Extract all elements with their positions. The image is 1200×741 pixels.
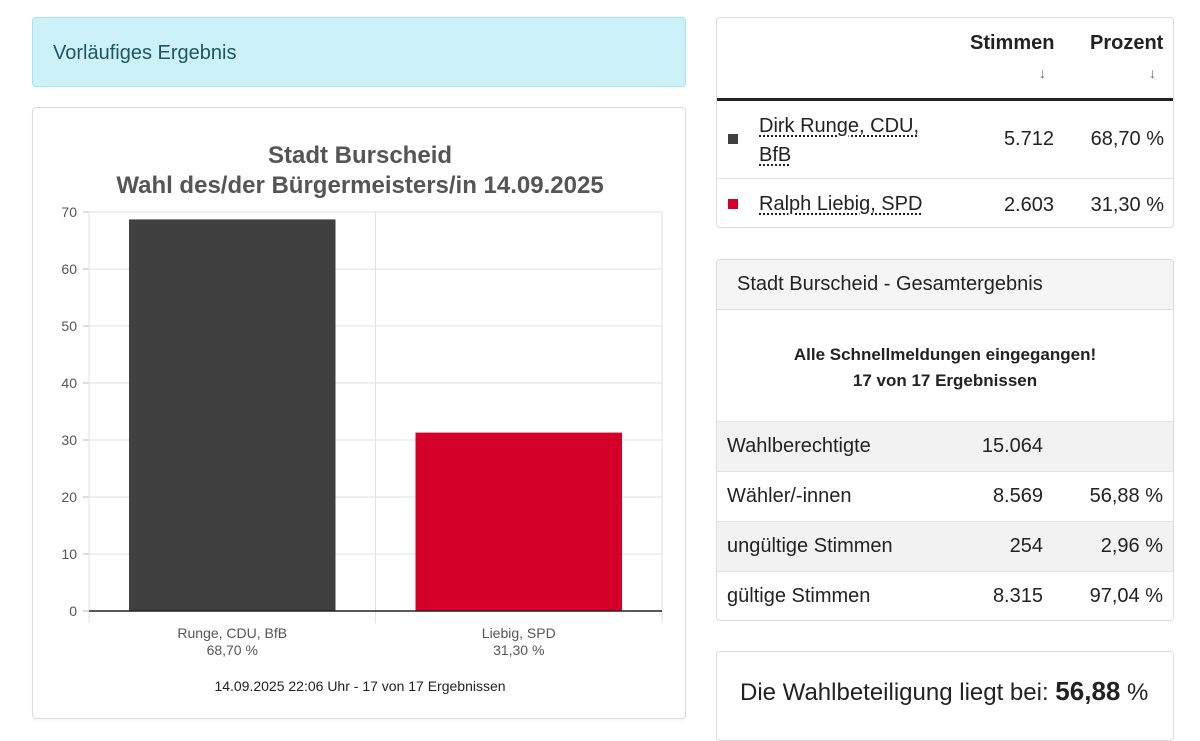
stats-value: 15.064 bbox=[981, 435, 1043, 457]
candidate-percent: 68,70 % bbox=[1090, 128, 1164, 150]
stats-label: Wahlberechtigte bbox=[727, 435, 871, 457]
result-status-alert: Vorläufiges Ergebnis bbox=[32, 17, 686, 87]
y-tick-label: 20 bbox=[61, 489, 77, 505]
turnout-panel: Die Wahlbeteiligung liegt bei: 56,88 % bbox=[716, 651, 1174, 741]
candidate-votes: 2.603 bbox=[1003, 194, 1054, 216]
votes-column-header[interactable]: Stimmen bbox=[970, 32, 1055, 54]
stats-percent: 56,88 % bbox=[1089, 485, 1163, 507]
stats-label: gültige Stimmen bbox=[727, 585, 871, 607]
percent-column-header[interactable]: Prozent bbox=[1090, 32, 1164, 54]
chart-card: 0 10 20 30 40 50 60 70 Runge, CDU, BfB 68,70 % Lie… bbox=[32, 107, 686, 719]
x-tick-sublabel: 68,70 % bbox=[207, 642, 258, 658]
candidate-name-link[interactable]: Dirk Runge, CDU, BfB bbox=[759, 115, 920, 166]
chart-title-line1: Stadt Burscheid bbox=[267, 142, 453, 169]
stats-percent: 2,96 % bbox=[1100, 535, 1163, 557]
total-result-panel: Stadt Burscheid - Gesamtergebnis Alle Sc… bbox=[716, 259, 1174, 621]
x-tick-label: Runge, CDU, BfB bbox=[177, 625, 287, 641]
candidate-votes: 5.712 bbox=[1003, 128, 1054, 150]
stats-row: ungültige Stimmen 254 2,96 % bbox=[717, 521, 1173, 571]
stats-value: 8.315 bbox=[992, 585, 1043, 607]
alert-text: Vorläufiges Ergebnis bbox=[53, 42, 237, 64]
stats-value: 8.569 bbox=[992, 485, 1043, 507]
table-row: Ralph Liebig, SPD 2.603 31,30 % bbox=[717, 179, 1173, 229]
y-tick-label: 30 bbox=[61, 432, 77, 448]
stats-row: Wahlberechtigte 15.064 bbox=[717, 421, 1173, 471]
stats-value: 254 bbox=[1009, 535, 1043, 557]
candidate-results-table: Stimmen ↓ Prozent ↓ Dirk Runge, CDU, BfB … bbox=[716, 17, 1174, 228]
turnout-label: Die Wahlbeteiligung liegt bei: bbox=[740, 679, 1049, 706]
candidate-name-link[interactable]: Ralph Liebig, SPD bbox=[759, 193, 923, 215]
stats-label: Wähler/-innen bbox=[727, 485, 852, 507]
stats-label: ungültige Stimmen bbox=[727, 535, 893, 557]
y-tick-label: 10 bbox=[61, 546, 77, 562]
y-tick-label: 40 bbox=[61, 375, 77, 391]
chart-footnote: 14.09.2025 22:06 Uhr - 17 von 17 Ergebni… bbox=[214, 678, 506, 694]
reporting-status-message: Alle Schnellmeldungen eingegangen! 17 von… bbox=[793, 345, 1097, 390]
candidate-percent: 31,30 % bbox=[1090, 194, 1164, 216]
sort-votes-arrow-down-icon[interactable]: ↓ bbox=[1039, 65, 1046, 81]
x-tick-sublabel: 31,30 % bbox=[493, 642, 544, 658]
table-header: Stimmen ↓ Prozent ↓ bbox=[717, 18, 1173, 101]
sort-percent-arrow-down-icon[interactable]: ↓ bbox=[1149, 65, 1156, 81]
stats-row: Wähler/-innen 8.569 56,88 % bbox=[717, 471, 1173, 521]
bar bbox=[129, 219, 336, 611]
x-tick-label: Liebig, SPD bbox=[482, 625, 556, 641]
candidate-color-swatch-icon bbox=[728, 199, 738, 209]
turnout-value: 56,88 bbox=[1055, 676, 1121, 706]
turnout-unit: % bbox=[1127, 679, 1149, 706]
y-tick-label: 60 bbox=[61, 261, 77, 277]
table-row: Dirk Runge, CDU, BfB 5.712 68,70 % bbox=[717, 101, 1173, 179]
total-result-title: Stadt Burscheid - Gesamtergebnis bbox=[717, 260, 1173, 310]
y-tick-label: 50 bbox=[61, 318, 77, 334]
stats-row: gültige Stimmen 8.315 97,04 % bbox=[717, 571, 1173, 620]
candidate-color-swatch-icon bbox=[728, 134, 738, 144]
bar bbox=[415, 432, 622, 611]
y-tick-label: 70 bbox=[61, 204, 77, 220]
stats-percent: 97,04 % bbox=[1089, 585, 1163, 607]
chart-title-line2: Wahl des/der Bürgermeisters/in 14.09.202… bbox=[116, 172, 604, 199]
y-tick-label: 0 bbox=[69, 603, 77, 619]
